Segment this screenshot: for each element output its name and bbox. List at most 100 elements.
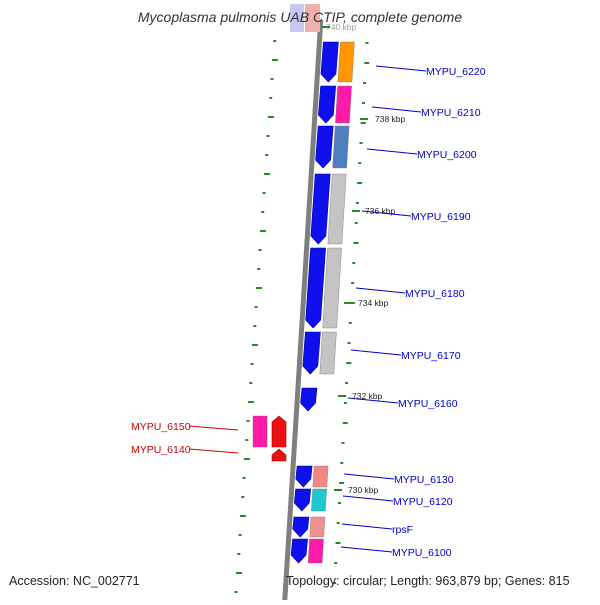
gene-label: MYPU_6180 (405, 288, 465, 300)
gc-tick (242, 477, 246, 479)
gene-label-leader (375, 65, 427, 72)
gene-partial (305, 4, 320, 32)
gene-label-leader (347, 397, 399, 404)
accession-label: Accession: NC_002771 (9, 574, 140, 588)
scale-label: 736 kbp (365, 206, 396, 216)
gc-tick (334, 562, 338, 564)
gc-tick (245, 439, 249, 441)
gene-label: MYPU_6130 (394, 474, 454, 486)
gc-tick (360, 122, 366, 124)
gene-mypu_6120: MYPU_6120 (294, 488, 453, 512)
gc-tick (259, 230, 266, 232)
gene-label: MYPU_6220 (426, 66, 486, 78)
cog-category-box (322, 247, 342, 329)
gene-arrow (290, 538, 308, 564)
gene-label-leader (355, 287, 406, 294)
gc-tick (349, 302, 355, 304)
gc-tick (333, 582, 337, 584)
gene-arrow (315, 125, 334, 169)
gc-tick (339, 482, 345, 484)
scale-mark: 730 kbp (334, 485, 379, 495)
gene-arrow (302, 331, 321, 375)
gene-label: MYPU_6190 (411, 211, 471, 223)
gene-rpsf: rpsF (292, 516, 413, 538)
gc-tick (354, 222, 358, 224)
gc-tick (255, 287, 262, 289)
scale-mark: 740 kbp (322, 22, 357, 32)
gc-tick (337, 502, 341, 504)
gc-tick (353, 242, 359, 244)
gene-label: MYPU_6100 (392, 547, 452, 559)
gc-tick (341, 442, 345, 444)
gene-mypu_6170: MYPU_6170 (302, 331, 461, 375)
gene-label: rpsF (392, 524, 413, 536)
gene-label-leader (343, 473, 395, 480)
gc-tick (267, 116, 274, 118)
gc-tick (234, 591, 238, 593)
gc-tick (348, 322, 352, 324)
scale-tick (352, 210, 360, 212)
gene-mypu_6200: MYPU_6200 (315, 125, 477, 169)
scale-label: 740 kbp (326, 22, 357, 32)
gc-tick (347, 342, 351, 344)
gc-tick (266, 135, 270, 137)
gc-tick (254, 306, 258, 308)
cog-category-box (332, 125, 350, 169)
gene-label-leader (350, 349, 402, 356)
scale-mark: 738 kbp (360, 114, 406, 124)
cog-category-box (311, 488, 327, 512)
gene-mypu_6130: MYPU_6130 (295, 465, 454, 488)
gc-tick (241, 496, 245, 498)
gene-mypu_6160: MYPU_6160 (300, 387, 458, 412)
gene-label: MYPU_6150 (131, 421, 191, 433)
gene-mypu_6100: MYPU_6100 (290, 538, 452, 564)
gene-mypu_6220: MYPU_6220 (320, 41, 486, 83)
cog-category-box (337, 41, 355, 83)
gc-tick (364, 62, 370, 64)
gc-tick (261, 211, 265, 213)
gc-tick (343, 402, 347, 404)
gene-label-leader (361, 210, 412, 217)
scale-label: 732 kbp (352, 391, 383, 401)
gc-tick (269, 97, 273, 99)
genome-title: Mycoplasma pulmonis UAB CTIP, complete g… (137, 9, 463, 25)
gc-tick (345, 382, 349, 384)
gc-tick (359, 142, 363, 144)
gene-partial (290, 4, 304, 32)
scale-label: 730 kbp (348, 485, 379, 495)
gc-tick (351, 282, 355, 284)
gc-tick (257, 268, 261, 270)
gene-label: MYPU_6160 (398, 398, 458, 410)
gene-label-leader (371, 106, 422, 113)
gc-tick (271, 59, 278, 61)
gene-mypu_6210: MYPU_6210 (318, 85, 481, 124)
scale-label: 738 kbp (375, 114, 406, 124)
cog-category-box (312, 465, 329, 488)
gene-label-leader (188, 425, 239, 431)
gc-tick (273, 40, 277, 42)
gc-tick (357, 182, 363, 184)
gene-arrow (320, 41, 339, 83)
gc-skew-track (234, 40, 370, 593)
scale-label: 734 kbp (358, 298, 389, 308)
gc-tick (270, 78, 274, 80)
scale-mark: 734 kbp (344, 298, 389, 308)
cog-category-box (335, 85, 352, 124)
gc-tick (239, 515, 246, 517)
gc-tick (262, 192, 266, 194)
gc-tick (361, 102, 365, 104)
scale-mark: 736 kbp (352, 206, 396, 216)
gene-mypu_6140: MYPU_6140 (131, 444, 287, 462)
gc-tick (346, 362, 352, 364)
gene-arrow (294, 488, 312, 512)
gene-arrow (305, 247, 326, 329)
gene-arrow (295, 465, 313, 488)
gc-tick (237, 553, 241, 555)
gc-tick (253, 325, 257, 327)
gene-label: MYPU_6140 (131, 444, 191, 456)
gc-tick (238, 534, 242, 536)
gc-tick (251, 344, 258, 346)
topology-label: Topology: circular; Length: 963,879 bp; … (286, 574, 570, 588)
gene-arrow (310, 173, 331, 245)
